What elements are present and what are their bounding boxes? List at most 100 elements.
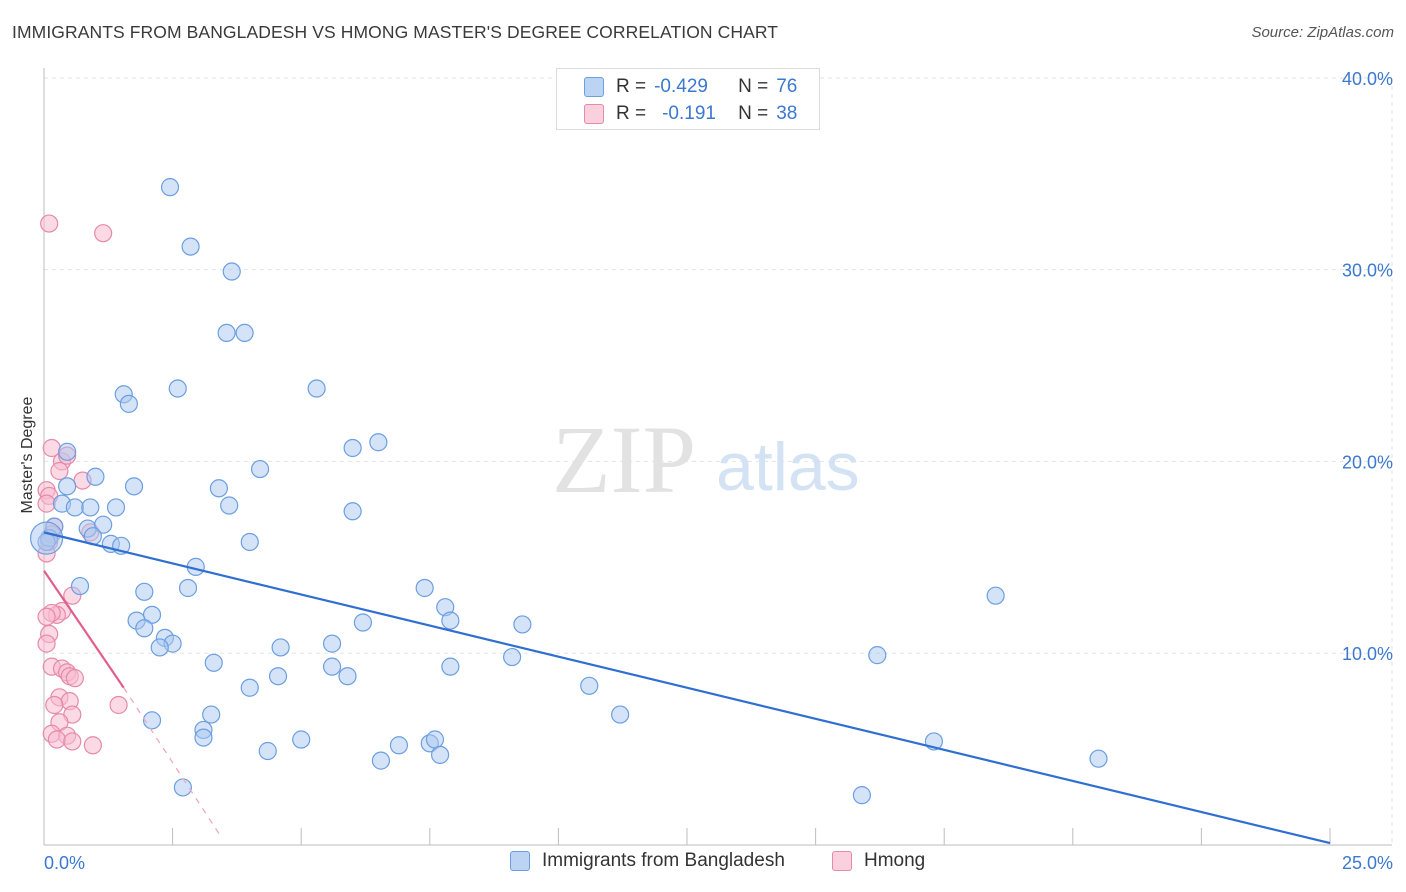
legend-label-bangladesh: Immigrants from Bangladesh [542,850,785,871]
watermark: ZIP atlas [552,406,860,513]
r-value: -0.429 [654,76,708,97]
stats-box: R = -0.429 N = 76 R = -0.191 N = 38 [556,68,820,130]
bangladesh-swatch [584,77,604,97]
y-tick-label: 40.0% [1342,69,1393,89]
bangladesh-point [415,578,434,598]
hmong-point [45,695,64,715]
bangladesh-point [220,496,239,515]
legend-item-bangladesh[interactable]: Immigrants from Bangladesh [510,850,785,872]
bangladesh-point [173,778,192,797]
bangladesh-point [119,394,138,413]
bangladesh-point [580,676,599,695]
bangladesh-point [124,477,144,496]
hmong-point [65,669,84,688]
bangladesh-point [353,613,373,632]
bangladesh-point [240,532,259,552]
bangladesh-point [343,502,362,521]
bangladesh-point [343,438,362,458]
y-tick-label: 10.0% [1342,644,1393,664]
y-tick-label: 20.0% [1342,452,1393,472]
bangladesh-point [611,705,630,724]
bangladesh-point [58,477,77,496]
n-label: N = [738,103,769,124]
hmong-point [83,736,102,755]
bangladesh-point [135,619,154,638]
n-value: 76 [776,76,798,97]
bangladesh-point [202,705,221,724]
bangladesh-point [29,521,64,555]
n-label: N = [738,76,769,97]
hmong-point [40,214,59,233]
bangladesh-point [222,262,241,281]
bangladesh-point [204,653,223,672]
bangladesh-point [258,741,277,761]
bangladesh-point [135,582,154,601]
bangladesh-point [441,611,460,630]
bangladesh-point [65,498,84,517]
trend-lines [43,531,1331,845]
axes [43,68,1392,846]
bangladesh-point [503,647,522,667]
hmong-trend-extension [123,687,220,834]
stats-row-bangladesh: R = -0.429 N = 76 [557,74,797,100]
watermark-zip: ZIP [552,406,696,513]
hmong-point [94,224,113,243]
bangladesh-point [209,479,228,498]
bangladesh-point [240,678,259,697]
hmong-point [63,732,82,751]
legend-item-hmong[interactable]: Hmong [832,850,925,872]
r-value: -0.191 [662,103,716,124]
bangladesh-point [338,667,357,686]
y-tick-label: 30.0% [1342,261,1393,281]
hmong-points [37,214,128,755]
legend: Immigrants from Bangladesh Hmong [0,850,1406,878]
bangladesh-point [58,442,77,461]
bangladesh-point [292,730,311,749]
bangladesh-point [86,467,105,486]
bangladesh-trend-line [43,531,1331,845]
bangladesh-point [268,667,288,686]
bangladesh-point [441,657,460,676]
bangladesh-point [160,178,180,197]
stats-row-hmong: R = -0.191 N = 38 [557,101,797,127]
bangladesh-point [194,728,213,747]
bangladesh-point [371,751,391,770]
chart-title: IMMIGRANTS FROM BANGLADESH VS HMONG MAST… [12,22,779,42]
bangladesh-point [271,638,290,657]
bangladesh-point [369,433,388,452]
hmong-point [47,730,66,749]
hmong-point [109,695,128,715]
bangladesh-point [150,638,169,657]
bangladesh-point [94,515,113,534]
r-label: R = [616,103,647,124]
bangladesh-point [322,657,342,676]
hmong-point [50,461,69,481]
hmong-point [37,607,56,626]
bangladesh-point [868,646,887,665]
hmong-trend-line [43,570,125,689]
x-tick-label: 25.0% [1342,853,1393,873]
hmong-swatch [584,104,604,124]
bangladesh-point [322,634,342,653]
legend-swatch-hmong [832,851,852,871]
bangladesh-point [307,379,326,398]
bangladesh-point [425,730,445,749]
bangladesh-point [1089,749,1108,768]
bangladesh-point [852,786,871,805]
tick-labels: 10.0% 20.0% 30.0% 40.0% 0.0% 25.0% [44,69,1393,873]
hmong-point [37,634,56,653]
bangladesh-point [513,615,532,634]
bangladesh-point [986,586,1005,605]
bangladesh-points [29,178,1108,805]
bangladesh-point [181,237,200,256]
bangladesh-point [81,498,100,517]
bangladesh-point [235,323,254,343]
source-credit: Source: ZipAtlas.com [1251,24,1394,41]
r-label: R = [616,76,647,97]
legend-swatch-bangladesh [510,851,530,871]
bangladesh-point [217,323,236,343]
bangladesh-point [142,711,162,730]
x-tick-label: 0.0% [44,853,85,873]
legend-label-hmong: Hmong [864,850,926,871]
bangladesh-point [389,736,409,755]
